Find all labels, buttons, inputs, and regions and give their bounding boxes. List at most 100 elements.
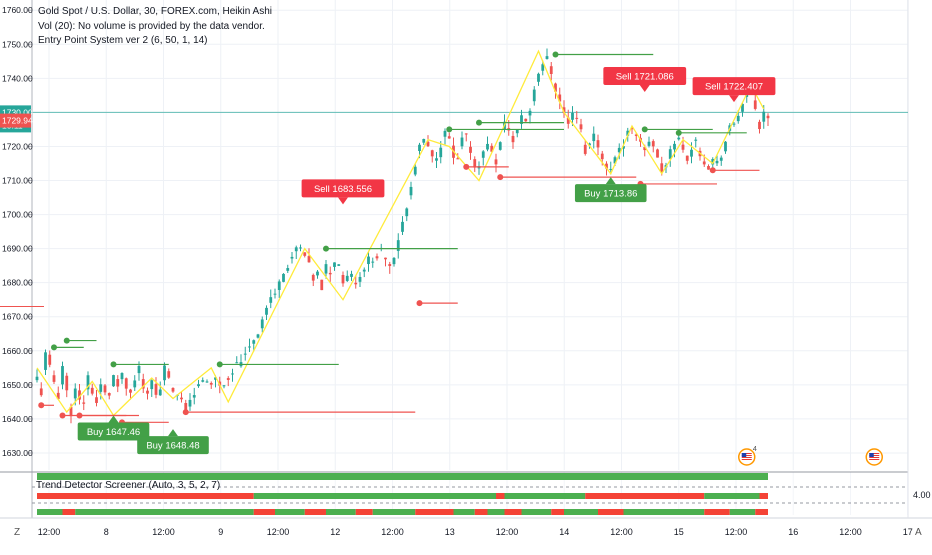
screener-segment [62, 509, 76, 515]
price-tick-label: 1680.00 [2, 278, 33, 288]
candle-body [167, 371, 171, 378]
screener-segment [504, 493, 586, 499]
candle-body [388, 264, 392, 266]
buy-label-text: Buy 1648.48 [146, 441, 199, 452]
screener-segment [253, 493, 496, 499]
time-tick-label: 9 [218, 527, 223, 537]
candle-body [78, 390, 81, 400]
candle-body [456, 158, 460, 160]
candle-body [592, 133, 596, 142]
screener-legend[interactable]: Trend Detector Screener (Auto, 3, 5, 2, … [36, 480, 221, 491]
candle-body [766, 115, 770, 119]
candle-body [605, 163, 608, 169]
candle-body [673, 143, 676, 150]
sell-label-box [603, 66, 687, 85]
candle-body [515, 129, 519, 134]
screener-segment [564, 509, 598, 515]
candle-body [52, 375, 56, 382]
support-dot [216, 361, 223, 368]
symbol-title[interactable]: Gold Spot / U.S. Dollar, 30, FOREX.com, … [38, 6, 272, 17]
candle-body [256, 334, 260, 338]
candle-body [537, 73, 540, 82]
candle-body [86, 375, 90, 390]
candle-body [112, 375, 115, 387]
price-tick-label: 1660.00 [2, 346, 33, 356]
screener-level-label: 4.00 [913, 490, 931, 500]
candle-body [532, 89, 536, 102]
candle-body [214, 377, 217, 380]
candle-body [192, 395, 196, 398]
price-tick-label: 1720.00 [2, 141, 33, 151]
candle-body [137, 365, 141, 374]
candle-body [260, 319, 264, 329]
candle-body [460, 137, 464, 147]
buy-label-pointer [168, 429, 178, 437]
candle-body [762, 111, 766, 122]
candle-body [643, 147, 647, 151]
candle-body [549, 66, 553, 74]
volume-legend: Vol (20): No volume is provided by the d… [38, 21, 265, 32]
candle-body [758, 121, 761, 130]
candle-body [222, 385, 226, 387]
price-tick-label: 1750.00 [2, 39, 33, 49]
candle-body [243, 353, 247, 355]
candle-body [44, 352, 47, 370]
candle-body [660, 163, 664, 173]
candle-body [435, 158, 438, 161]
screener-segment [504, 509, 522, 515]
flag-stripe [869, 459, 880, 460]
candle-body [226, 378, 230, 380]
buy-signal-label: Buy 1648.48 [137, 429, 209, 455]
flag-stripe [869, 453, 880, 454]
grid [32, 0, 909, 515]
price-tick-label: 1640.00 [2, 414, 33, 424]
price-tick-label: 1700.00 [2, 210, 33, 220]
screener-segment [415, 509, 454, 515]
screener-segment [37, 509, 63, 515]
candle-body [69, 406, 73, 417]
resistance-dot [182, 409, 189, 416]
candle-body [409, 186, 413, 196]
candle-body [337, 264, 341, 266]
candle-body [694, 139, 698, 141]
price-tick-label: 1690.00 [2, 244, 33, 254]
screener-segment [453, 509, 475, 515]
candle-body [520, 115, 523, 124]
candle-body [656, 149, 659, 158]
support-dot [476, 119, 482, 126]
screener-segment [275, 509, 305, 515]
price-tick-label: 1760.00 [2, 5, 33, 15]
sell-label-box [692, 77, 776, 96]
candle-body [48, 354, 52, 365]
screener-pane [32, 473, 906, 515]
candle-body [396, 240, 400, 251]
candle-body [647, 141, 651, 146]
event-count-badge: 4 [753, 444, 757, 453]
candle-body [554, 83, 557, 92]
candle-body [418, 144, 421, 152]
candle-body [350, 273, 353, 277]
price-tick-label: 1650.00 [2, 380, 33, 390]
screener-segment [487, 509, 505, 515]
candle-body [630, 128, 634, 130]
screener-segment [37, 493, 254, 499]
screener-segment [474, 509, 488, 515]
screener-segment [75, 509, 254, 515]
candle-body [690, 149, 693, 157]
sell-label-pointer [729, 95, 739, 103]
time-tick-label: 12:00 [381, 527, 404, 537]
auto-scale-button[interactable]: A [915, 527, 922, 538]
sell-signal-label: Sell 1722.407 [692, 77, 776, 103]
candle-body [443, 130, 447, 137]
candle-body [711, 159, 715, 165]
candle-body [65, 375, 69, 391]
indicator-legend[interactable]: Entry Point System ver 2 (6, 50, 1, 14) [38, 35, 208, 46]
zoom-button[interactable]: Z [14, 527, 21, 538]
candle-body [82, 402, 86, 404]
candle-body [180, 397, 183, 400]
candle-body [201, 380, 205, 382]
candle-body [545, 56, 549, 59]
candle-body [371, 261, 375, 263]
